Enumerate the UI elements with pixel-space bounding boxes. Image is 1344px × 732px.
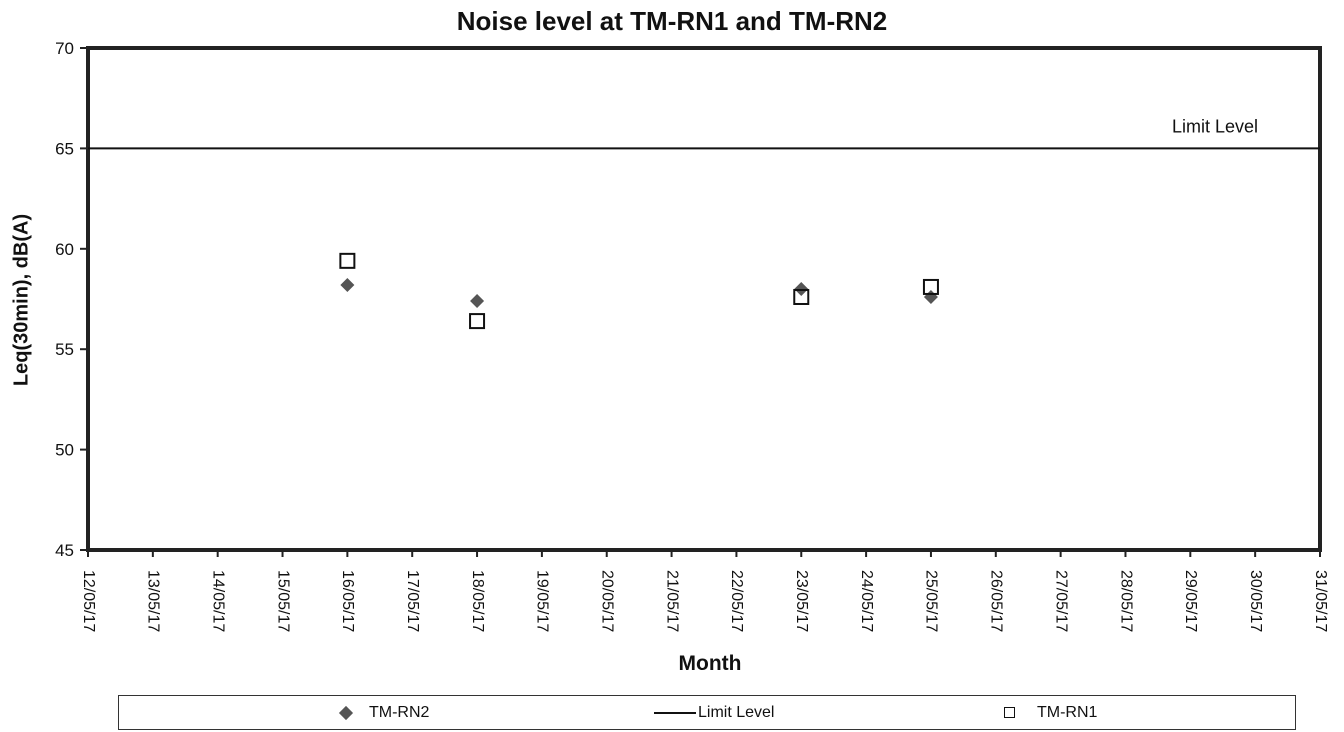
- x-tick-label: 27/05/17: [1052, 570, 1069, 632]
- x-tick-label: 19/05/17: [534, 570, 551, 632]
- tm-rn1-point: [922, 278, 939, 295]
- line-marker-icon: [654, 711, 696, 714]
- diamond-marker-icon: [338, 705, 354, 720]
- tm-rn2-point: [470, 294, 485, 309]
- tm-rn1-point: [793, 288, 810, 305]
- limit-level-annotation: Limit Level: [1172, 116, 1258, 136]
- x-axis: 12/05/17 13/05/17 14/05/17 15/05/17 16/05/17…: [80, 550, 1329, 632]
- tm-rn2-point: [923, 289, 938, 304]
- y-tick-label: 60: [55, 240, 74, 259]
- x-tick-label: 25/05/17: [923, 570, 940, 632]
- x-tick-label: 22/05/17: [728, 570, 745, 632]
- legend-label-limit-level: Limit Level: [698, 703, 775, 721]
- x-axis-label: Month: [678, 652, 742, 675]
- x-tick-label: 23/05/17: [793, 570, 810, 632]
- series-layer: Limit Level: [88, 116, 1320, 330]
- chart-title: Noise level at TM-RN1 and TM-RN2: [456, 6, 888, 36]
- y-tick-label: 55: [55, 340, 74, 359]
- x-tick-label: 20/05/17: [599, 570, 616, 632]
- y-tick-label: 65: [55, 139, 74, 158]
- tm-rn1-point: [339, 252, 356, 269]
- tm-rn2-point: [794, 281, 809, 296]
- legend: TM-RN2 Limit Level TM-RN1: [118, 695, 1296, 730]
- x-tick-label: 13/05/17: [145, 570, 162, 632]
- legend-item-limit-level: Limit Level: [654, 696, 774, 729]
- y-tick-label: 45: [55, 541, 74, 560]
- plot-frame: [86, 46, 1322, 552]
- tm-rn1-point: [469, 313, 486, 330]
- x-tick-label: 29/05/17: [1182, 570, 1199, 632]
- x-tick-label: 30/05/17: [1247, 570, 1264, 632]
- x-tick-label: 28/05/17: [1117, 570, 1134, 632]
- x-tick-label: 24/05/17: [858, 570, 875, 632]
- legend-item-tm-rn1: TM-RN1: [1004, 696, 1097, 729]
- x-tick-label: 26/05/17: [988, 570, 1005, 632]
- x-tick-label: 12/05/17: [80, 570, 97, 632]
- legend-item-tm-rn2: TM-RN2: [338, 696, 430, 729]
- legend-label-tm-rn1: TM-RN1: [1037, 703, 1098, 721]
- plot-area: 45 50 55 60 65 70 12/05/17 13/05/17 14/05/17 15/…: [55, 39, 1329, 632]
- x-tick-label: 15/05/17: [274, 570, 291, 632]
- x-tick-label: 16/05/17: [339, 570, 356, 632]
- x-tick-label: 18/05/17: [469, 570, 486, 632]
- y-axis: 45 50 55 60 65 70: [55, 39, 88, 560]
- x-tick-label: 31/05/17: [1312, 570, 1329, 632]
- x-tick-label: 21/05/17: [663, 570, 680, 632]
- legend-label-tm-rn2: TM-RN2: [369, 703, 430, 721]
- y-tick-label: 70: [55, 39, 74, 58]
- square-marker-icon: [1004, 707, 1015, 718]
- tm-rn2-point: [340, 277, 355, 292]
- x-tick-label: 14/05/17: [209, 570, 226, 632]
- y-tick-label: 50: [55, 441, 74, 460]
- x-tick-label: 17/05/17: [404, 570, 421, 632]
